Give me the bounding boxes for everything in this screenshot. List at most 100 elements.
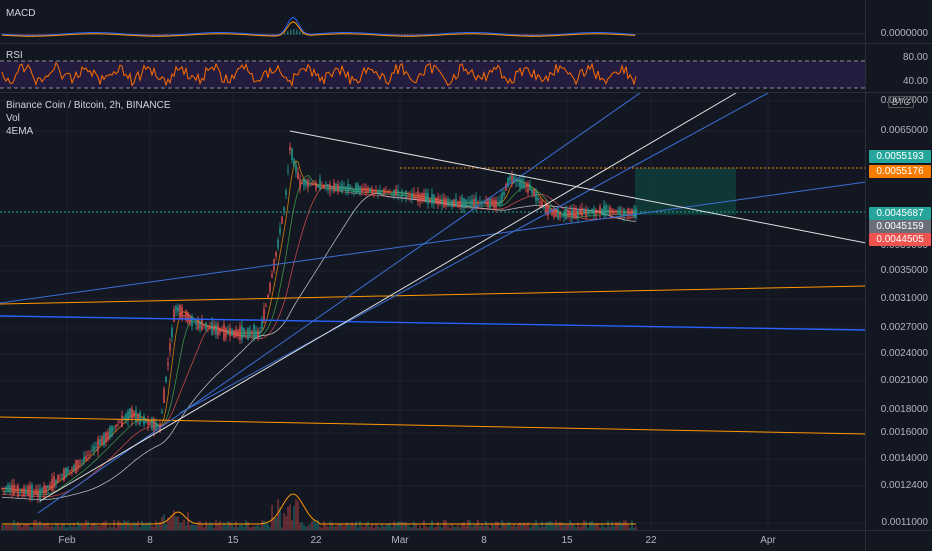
candle-body [515,178,517,182]
candle-body [577,209,579,218]
volume-bar [607,520,609,530]
macd-hist-bar [152,34,154,35]
volume-bar [109,525,111,530]
volume-bar [625,520,627,530]
volume-bar [403,522,405,530]
volume-bar [293,505,295,530]
volume-bar [179,522,181,530]
time-tick: 22 [310,535,322,546]
volume-bar [379,527,381,530]
macd-hist-bar [17,34,19,35]
candle-body [163,389,165,403]
volume-bar [473,524,475,530]
candle-body [367,187,369,192]
candle-body [67,468,69,474]
time-tick: 8 [481,535,487,546]
volume-bar [119,521,121,530]
volume-bar [413,521,415,530]
volume-bar [407,524,409,530]
volume-bar [297,501,299,530]
candle-body [627,208,629,217]
candle-body [195,321,197,325]
volume-bar [439,526,441,530]
candle-body [245,333,247,335]
volume-bar [171,515,173,530]
candle-body [135,410,137,422]
price-tag: 0.0045687 [869,207,931,220]
candle-body [439,199,441,205]
candle-body [233,330,235,338]
candle-body [229,327,231,337]
volume-bar [619,521,621,530]
time-axis[interactable]: Feb 8 15 22 Mar 8 15 22 Apr [0,530,866,551]
candle-body [405,190,407,199]
macd-hist-bar [38,34,40,35]
candle-body [115,424,117,428]
candle-body [619,207,621,216]
macd-hist-bar [497,33,499,35]
candle-body [453,199,455,207]
currency-badge[interactable]: BTC [888,96,914,108]
volume-bar [211,523,213,530]
volume-bar [481,524,483,530]
candle-body [305,180,307,186]
candle-body [35,489,37,495]
volume-bar [91,524,93,530]
volume-bar [17,521,19,530]
macd-pane[interactable]: MACD [0,0,866,42]
volume-bar [335,526,337,530]
price-tick: 0.0035000 [880,265,928,276]
macd-hist-bar [413,34,415,35]
macd-hist-bar [398,34,400,35]
volume-bar [213,527,215,530]
candle-body [479,201,481,204]
candle-body [559,212,561,218]
volume-bar [375,524,377,530]
rsi-pane[interactable]: RSI [0,43,866,92]
candle-body [11,484,13,493]
volume-bar [225,525,227,530]
volume-bar [633,527,635,530]
candle-body [241,325,243,340]
candle-body [419,193,421,202]
volume-bar [111,527,113,530]
candle-body [25,489,27,493]
volume-bar [305,526,307,530]
macd-hist-bar [548,34,550,35]
price-pane[interactable]: Binance Coin / Bitcoin, 2h, BINANCE Vol … [0,92,866,530]
volume-bar [59,526,61,530]
volume-bar [489,527,491,530]
price-tick: 0.0016000 [880,427,928,438]
volume-bar [613,525,615,530]
volume-bar [455,527,457,530]
candle-body [255,330,257,338]
candle-body [57,474,59,483]
candle-body [69,470,71,472]
volume-bar [43,523,45,530]
volume-bar [235,521,237,530]
candle-body [33,491,35,495]
candle-body [563,210,565,217]
candle-body [213,325,215,331]
price-axis[interactable]: 0.00720000.00650000.00390000.00350000.00… [865,92,932,530]
candle-body [539,201,541,203]
candle-body [377,189,379,194]
candle-body [591,209,593,214]
volume-bar [77,521,79,530]
volume-bar [331,522,333,530]
price-tick: 0.0011000 [881,517,928,528]
volume-bar [385,525,387,530]
candle-body [47,485,49,489]
blue-trendline-2 [37,93,641,514]
candle-body [51,478,53,491]
volume-bar [371,524,373,530]
volume-bar [315,523,317,530]
volume-bar [581,525,583,530]
volume-bar [501,520,503,530]
volume-bar [165,524,167,530]
volume-bar [417,527,419,530]
macd-hist-bar [284,32,286,35]
symbol-title: Binance Coin / Bitcoin, 2h, BINANCE [6,100,171,111]
candle-body [49,484,51,488]
volume-bar [299,523,301,530]
